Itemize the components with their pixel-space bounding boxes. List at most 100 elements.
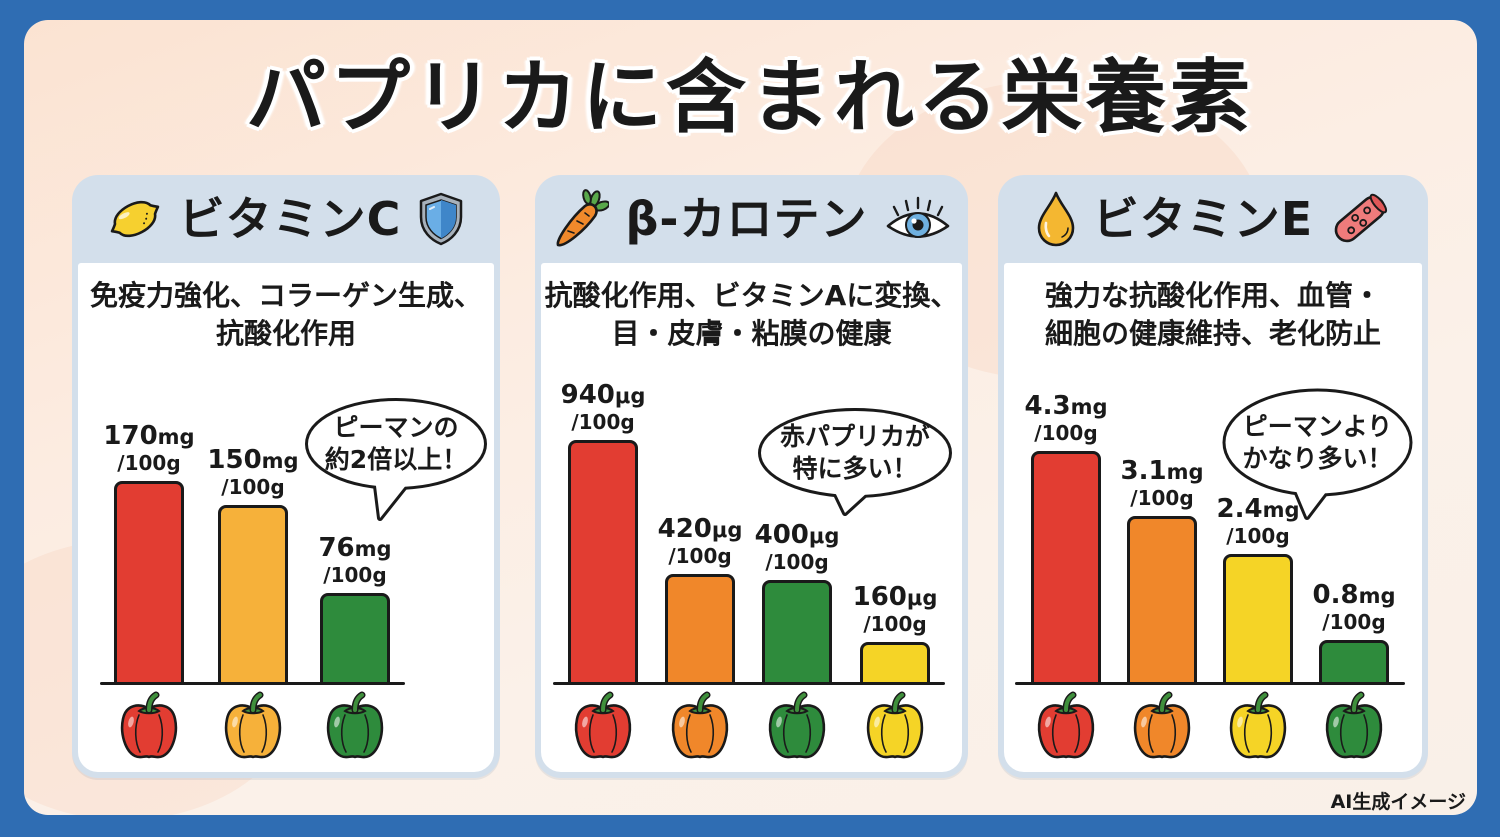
bar-unit: μg (906, 586, 938, 610)
bar-value: 76 (318, 533, 355, 563)
yellow-pepper-icon (864, 691, 926, 761)
bar-per-label: /100g (1322, 610, 1386, 634)
bar-unit: μg (711, 518, 743, 542)
callout-line: ピーマンの (333, 413, 459, 442)
bar-column: 0.8mg /100g (1304, 263, 1404, 683)
panel-description: 強力な抗酸化作用、血管・ 細胞の健康維持、老化防止 (1004, 277, 1422, 353)
bar-unit: mg (1358, 584, 1396, 608)
bar (1127, 516, 1197, 683)
bar (568, 440, 638, 683)
speech-bubble: ピーマンの 約2倍以上！ (305, 398, 487, 521)
panel-body: 抗酸化作用、ビタミンAに変換、 目・皮膚・粘膜の健康 940μg /100g 4… (541, 263, 962, 772)
speech-bubble-text: ピーマンの 約2倍以上！ (305, 398, 487, 490)
bar-unit: mg (354, 537, 392, 561)
panel-title: β-カロテン (625, 192, 868, 246)
description-line: 免疫力強化、コラーゲン生成、 (89, 279, 482, 312)
panel-title: ビタミンC (178, 192, 402, 246)
panel-title: ビタミンE (1092, 192, 1314, 246)
speech-bubble-text: 赤パプリカが 特に多い！ (758, 408, 952, 498)
bar-value-label: 4.3mg /100g (1025, 392, 1108, 445)
bar-column: 170mg /100g (99, 263, 199, 683)
speech-bubble: ピーマンより かなり多い！ (1222, 388, 1413, 520)
speech-bubble-text: ピーマンより かなり多い！ (1222, 388, 1413, 497)
yellow-pepper-icon (1227, 691, 1289, 761)
panel-header: β-カロテン (535, 175, 968, 263)
bar-per-label: /100g (668, 544, 732, 568)
bar-chart: 940μg /100g 420μg /100g 400μg /100g (541, 263, 962, 772)
bar-value-label: 400μg /100g (755, 521, 840, 574)
panel-description: 抗酸化作用、ビタミンAに変換、 目・皮膚・粘膜の健康 (541, 277, 962, 353)
bar-value-label: 76mg /100g (318, 534, 391, 587)
bar-per-label: /100g (1226, 524, 1290, 548)
blood-vessel-icon (1334, 193, 1388, 243)
bar-value-label: 150mg /100g (207, 446, 298, 499)
nutrient-panel-vitamin-c: ビタミンC 免疫力強化、コラーゲン生成、 抗酸化作用 170mg /100g 1… (72, 175, 500, 778)
bar (114, 481, 184, 683)
panel-body: 強力な抗酸化作用、血管・ 細胞の健康維持、老化防止 4.3mg /100g 3.… (1004, 263, 1422, 772)
bar-column: 940μg /100g (553, 263, 653, 683)
bar-column: 4.3mg /100g (1016, 263, 1116, 683)
shield-icon (420, 192, 463, 246)
bar (1223, 554, 1293, 683)
callout-line: 特に多い！ (792, 454, 918, 483)
panel-description: 免疫力強化、コラーゲン生成、 抗酸化作用 (78, 277, 494, 353)
bar-per-label: /100g (765, 550, 829, 574)
bar-chart: 4.3mg /100g 3.1mg /100g 2.4mg /100g (1004, 263, 1422, 772)
bar-value-label: 420μg /100g (658, 515, 743, 568)
bar-value-label: 3.1mg /100g (1121, 457, 1204, 510)
bar-column: 3.1mg /100g (1112, 263, 1212, 683)
bar-per-label: /100g (1034, 421, 1098, 445)
bar-per-label: /100g (571, 410, 635, 434)
chart-baseline (100, 682, 405, 685)
speech-bubble-shape (1222, 388, 1413, 520)
lemon-icon (110, 200, 159, 238)
bar-value: 0.8 (1312, 580, 1359, 610)
bar-column: 400μg /100g (747, 263, 847, 683)
red-pepper-icon (118, 691, 180, 761)
bar-unit: mg (1070, 395, 1108, 419)
bar (218, 505, 288, 683)
panel-header: ビタミンE (998, 175, 1428, 263)
bar-unit: mg (261, 449, 299, 473)
bar-value-label: 940μg /100g (561, 381, 646, 434)
panel-body: 免疫力強化、コラーゲン生成、 抗酸化作用 170mg /100g 150mg /… (78, 263, 494, 772)
green-pepper-icon (1323, 691, 1385, 761)
callout-line: かなり多い！ (1242, 443, 1393, 473)
bar (1319, 640, 1389, 683)
green-pepper-icon (766, 691, 828, 761)
description-line: 抗酸化作用 (215, 317, 356, 350)
bar-value-label: 0.8mg /100g (1313, 581, 1396, 634)
nutrient-panel-beta-carotene: β-カロテン 抗酸化作用、ビタミンAに変換、 目・皮膚・粘膜の健康 940μg … (535, 175, 968, 778)
bar-value: 420 (657, 514, 712, 544)
bar-unit: mg (1166, 460, 1204, 484)
bar-unit: μg (614, 384, 646, 408)
speech-bubble-shape (305, 398, 487, 521)
bar-unit: mg (1262, 498, 1300, 522)
description-line: 強力な抗酸化作用、血管・ (1044, 279, 1381, 312)
bar-value-label: 160μg /100g (853, 583, 938, 636)
red-pepper-icon (572, 691, 634, 761)
bar-value: 4.3 (1024, 391, 1071, 421)
orange-pepper-icon (669, 691, 731, 761)
orange-pepper-icon (1131, 691, 1193, 761)
bar-per-label: /100g (1130, 486, 1194, 510)
chart-baseline (1015, 682, 1405, 685)
green-pepper-icon (324, 691, 386, 761)
bar-value: 2.4 (1216, 494, 1263, 524)
bar (665, 574, 735, 683)
red-pepper-icon (1035, 691, 1097, 761)
bar-value: 170 (103, 421, 158, 451)
callout-line: 赤パプリカが (779, 422, 930, 451)
bar-per-label: /100g (221, 475, 285, 499)
speech-bubble: 赤パプリカが 特に多い！ (758, 408, 952, 516)
bar-per-label: /100g (117, 451, 181, 475)
bar-chart: 170mg /100g 150mg /100g 76mg /100g (78, 263, 494, 772)
page-title: パプリカに含まれる栄養素 (246, 51, 1254, 144)
bar-column: 2.4mg /100g (1208, 263, 1308, 683)
bar-value: 400 (754, 520, 809, 550)
bar (320, 593, 390, 683)
bar-column: 150mg /100g (203, 263, 303, 683)
callout-line: 約2倍以上！ (324, 445, 468, 474)
bar-value-label: 2.4mg /100g (1217, 495, 1300, 548)
yellow-pepper-icon (222, 691, 284, 761)
